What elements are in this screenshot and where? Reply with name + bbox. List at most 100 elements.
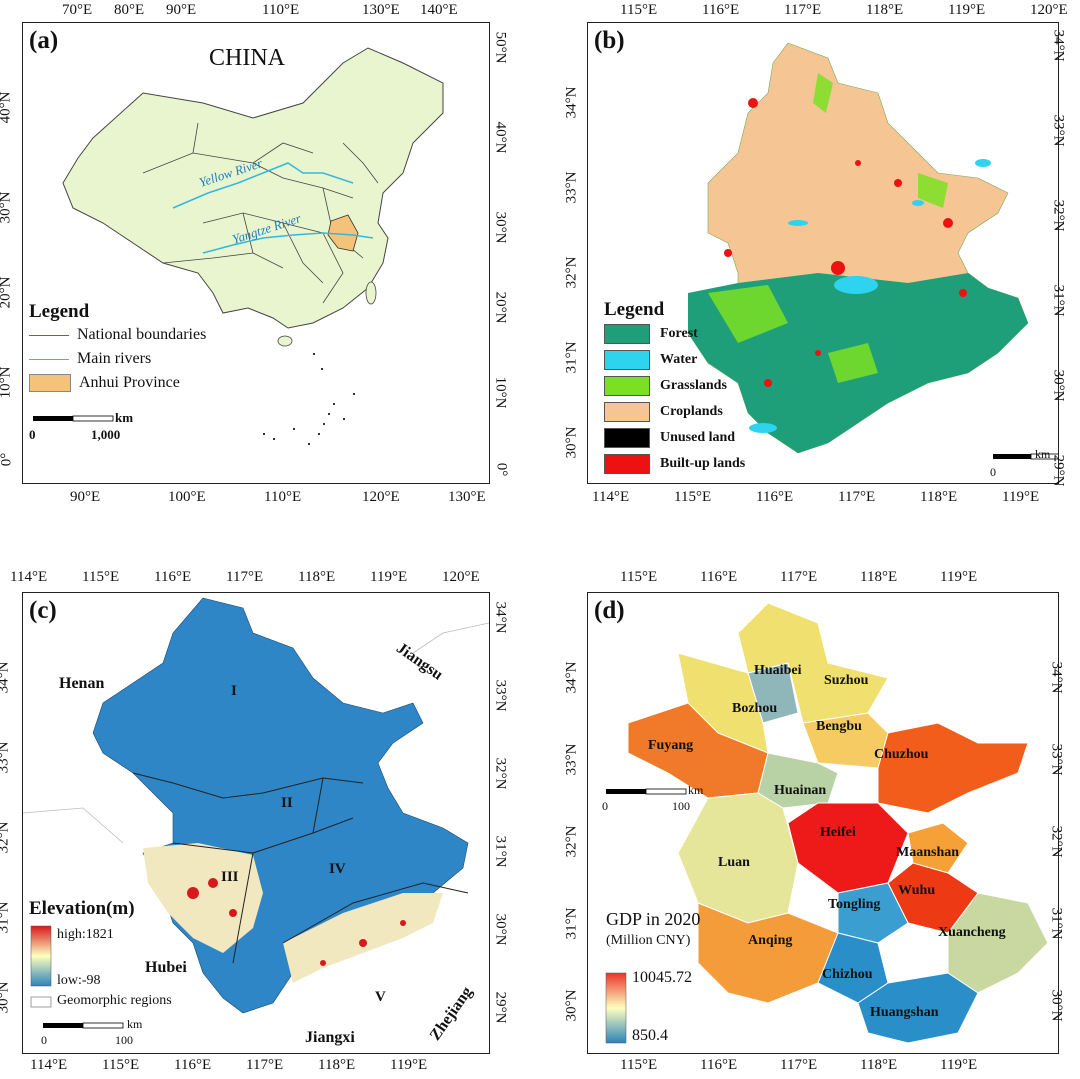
tick: 116°E bbox=[756, 489, 794, 505]
panel-a: (a) CHINA Yellow River Yangtze River Leg… bbox=[0, 0, 540, 530]
panel-b-map-frame: (b) Legend Forest Water Grasslands Cropland… bbox=[587, 22, 1059, 484]
legend-label: Unused land bbox=[660, 430, 736, 445]
panel-a-map-frame: (a) CHINA Yellow River Yangtze River Leg… bbox=[22, 22, 490, 484]
legend-item: Grasslands bbox=[604, 373, 745, 399]
tick: 118°E bbox=[318, 1057, 356, 1073]
elevation-colorbar bbox=[30, 925, 52, 987]
tick: 116°E bbox=[154, 569, 192, 585]
tick: 40°N bbox=[492, 121, 509, 154]
tick: 10°N bbox=[0, 366, 14, 399]
tick: 90°E bbox=[166, 2, 197, 18]
city-label: Huangshan bbox=[870, 1005, 939, 1020]
gdp-high: 10045.72 bbox=[632, 969, 692, 986]
tick: 33°N bbox=[1050, 114, 1067, 147]
geomorphic-label: Geomorphic regions bbox=[57, 993, 172, 1008]
city-maanshan bbox=[907, 822, 969, 874]
tick: 116°E bbox=[700, 569, 738, 585]
tick: 117°E bbox=[784, 2, 822, 18]
panel-a-legend: Legend National boundaries Main rivers A… bbox=[29, 301, 206, 395]
elevation-low: low:-98 bbox=[57, 973, 101, 988]
panel-b-label: (b) bbox=[594, 27, 625, 54]
panel-c-scale-bar bbox=[43, 1022, 124, 1029]
legend-item: Forest bbox=[604, 321, 745, 347]
tick: 29°N bbox=[1050, 454, 1067, 487]
tick: 33°N bbox=[563, 171, 580, 204]
elevation-map bbox=[23, 597, 489, 1029]
tick: 110°E bbox=[262, 2, 300, 18]
tick: 117°E bbox=[838, 489, 876, 505]
tick: 50°N bbox=[492, 31, 509, 64]
panel-b-legend: Legend Forest Water Grasslands Croplands Unu… bbox=[604, 299, 745, 477]
scale-unit: km bbox=[1035, 447, 1051, 461]
panel-d-label: (d) bbox=[594, 597, 625, 624]
city-label: Chuzhou bbox=[874, 747, 929, 762]
city-label: Bozhou bbox=[732, 701, 778, 716]
tick: 30°N bbox=[492, 211, 509, 244]
city-heifei bbox=[787, 802, 909, 894]
tick: 116°E bbox=[174, 1057, 212, 1073]
region-v: V bbox=[375, 989, 386, 1005]
city-label: Tongling bbox=[828, 897, 881, 912]
tick: 31°N bbox=[563, 341, 580, 374]
tick: 114°E bbox=[30, 1057, 68, 1073]
legend-label: Water bbox=[660, 352, 698, 367]
tick: 114°E bbox=[592, 489, 630, 505]
tick: 33°N bbox=[0, 741, 12, 774]
china-landmass bbox=[62, 47, 444, 329]
tick: 70°E bbox=[62, 2, 93, 18]
tick: 29°N bbox=[492, 991, 509, 1024]
scale-unit: km bbox=[115, 410, 134, 425]
tick: 119°E bbox=[940, 1057, 978, 1073]
city-label: Luan bbox=[718, 855, 750, 870]
region-i: I bbox=[231, 683, 237, 699]
country-label: CHINA bbox=[209, 45, 285, 71]
tick: 120°E bbox=[1030, 2, 1068, 18]
tick: 115°E bbox=[620, 569, 658, 585]
tick: 0° bbox=[493, 462, 510, 477]
tick: 80°E bbox=[114, 2, 145, 18]
panel-b: (b) Legend Forest Water Grasslands Cropland… bbox=[540, 0, 1080, 530]
city-label: Xuancheng bbox=[938, 925, 1006, 940]
legend-item: Built-up lands bbox=[604, 451, 745, 477]
tick: 116°E bbox=[702, 2, 740, 18]
tick: 31°N bbox=[1048, 907, 1065, 940]
tick: 40°N bbox=[0, 91, 14, 124]
color-swatch-icon bbox=[604, 428, 650, 448]
tick: 20°N bbox=[0, 276, 14, 309]
scale-max: 1,000 bbox=[91, 427, 121, 442]
tick: 31°N bbox=[0, 901, 12, 934]
tick: 119°E bbox=[390, 1057, 428, 1073]
tick: 118°E bbox=[920, 489, 958, 505]
elevation-legend-title: Elevation(m) bbox=[29, 898, 135, 919]
tick: 119°E bbox=[370, 569, 408, 585]
yangtze-river-line bbox=[202, 232, 374, 254]
tick: 34°N bbox=[492, 601, 509, 634]
tick: 34°N bbox=[0, 661, 12, 694]
tick: 32°N bbox=[492, 757, 509, 790]
city-chizhou bbox=[817, 932, 889, 1004]
tick: 117°E bbox=[226, 569, 264, 585]
tick: 10°N bbox=[492, 376, 509, 409]
tick: 30°N bbox=[1050, 369, 1067, 402]
neighbor-jiangxi: Jiangxi bbox=[305, 1029, 355, 1046]
tick: 31°N bbox=[1050, 284, 1067, 317]
tick: 31°N bbox=[563, 907, 580, 940]
tick: 130°E bbox=[448, 489, 486, 505]
tick: 115°E bbox=[620, 2, 658, 18]
tick: 118°E bbox=[860, 569, 898, 585]
yellow-river-line bbox=[172, 162, 354, 209]
region-iv: IV bbox=[329, 861, 346, 877]
legend-title: Legend bbox=[604, 299, 665, 320]
tick: 34°N bbox=[563, 86, 580, 119]
tick: 120°E bbox=[362, 489, 400, 505]
anhui-province-shape bbox=[327, 214, 359, 252]
city-label: Anqing bbox=[748, 933, 793, 948]
tick: 30°N bbox=[1048, 989, 1065, 1022]
tick: 31°N bbox=[492, 835, 509, 868]
gdp-colorbar bbox=[605, 972, 627, 1044]
panel-a-label: (a) bbox=[29, 27, 59, 54]
tick: 117°E bbox=[780, 1057, 818, 1073]
tick: 115°E bbox=[674, 489, 712, 505]
tick: 117°E bbox=[780, 569, 818, 585]
color-swatch-icon bbox=[604, 454, 650, 474]
